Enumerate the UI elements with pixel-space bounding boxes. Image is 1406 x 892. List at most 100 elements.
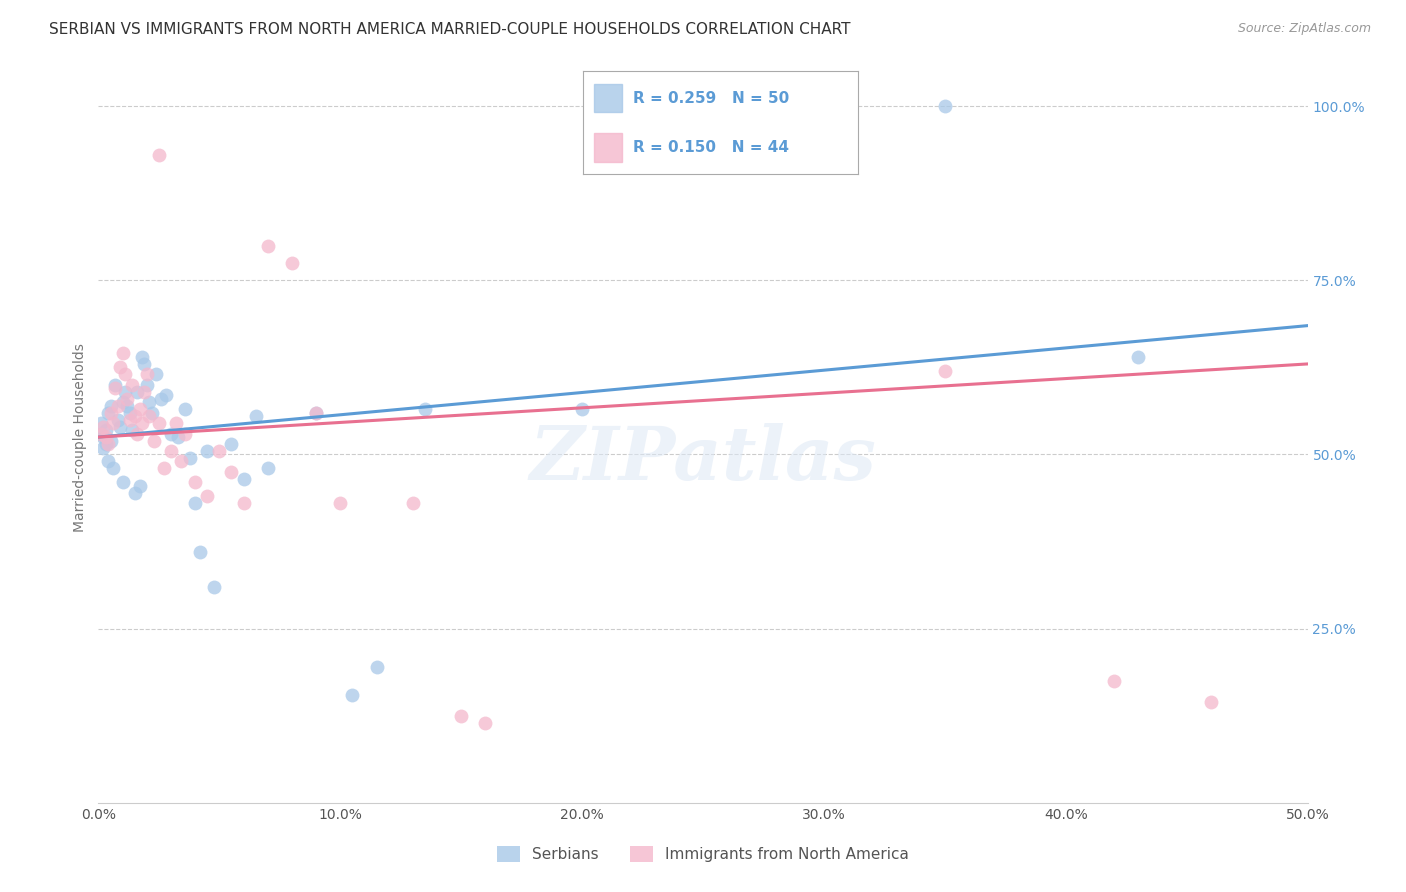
Point: [160, 426, 183, 441]
Point: [104, 377, 127, 392]
Text: R = 0.150   N = 44: R = 0.150 N = 44: [633, 140, 789, 155]
Point: [934, 99, 956, 113]
Point: [571, 402, 593, 417]
Point: [1102, 673, 1125, 688]
Point: [94, 430, 117, 444]
Point: [1128, 350, 1150, 364]
Point: [114, 384, 136, 399]
Point: [221, 465, 243, 479]
Point: [107, 412, 129, 426]
Point: [402, 496, 425, 510]
Point: [195, 444, 218, 458]
Point: [474, 715, 496, 730]
Point: [108, 360, 131, 375]
Text: SERBIAN VS IMMIGRANTS FROM NORTH AMERICA MARRIED-COUPLE HOUSEHOLDS CORRELATION C: SERBIAN VS IMMIGRANTS FROM NORTH AMERICA…: [49, 22, 851, 37]
Point: [111, 475, 134, 490]
Point: [305, 406, 328, 420]
Point: [107, 399, 129, 413]
Point: [94, 423, 117, 437]
Point: [329, 496, 352, 510]
Point: [138, 395, 160, 409]
Point: [91, 430, 114, 444]
Point: [90, 426, 112, 441]
Point: [281, 256, 304, 270]
Point: [104, 381, 127, 395]
Point: [152, 461, 174, 475]
Point: [134, 384, 156, 399]
Point: [256, 238, 278, 252]
Point: [184, 475, 207, 490]
Point: [101, 416, 124, 430]
Point: [167, 430, 190, 444]
Point: [208, 444, 231, 458]
Point: [91, 419, 114, 434]
Point: [121, 377, 143, 392]
Point: [131, 416, 153, 430]
Point: [90, 416, 112, 430]
Point: [1199, 695, 1222, 709]
Point: [155, 388, 177, 402]
Y-axis label: Married-couple Households: Married-couple Households: [73, 343, 87, 532]
Point: [143, 434, 166, 448]
Point: [195, 489, 218, 503]
Point: [97, 454, 120, 468]
Point: [305, 406, 328, 420]
Point: [169, 454, 191, 468]
Point: [117, 392, 139, 406]
Point: [111, 395, 134, 409]
Point: [100, 434, 122, 448]
Point: [221, 437, 243, 451]
Point: [148, 148, 170, 162]
Point: [165, 416, 187, 430]
Point: [150, 392, 173, 406]
Bar: [595, 133, 621, 161]
Point: [245, 409, 267, 424]
Point: [94, 437, 117, 451]
Point: [111, 346, 134, 360]
Point: [131, 350, 153, 364]
Point: [160, 444, 183, 458]
Point: [232, 496, 254, 510]
Point: [127, 384, 149, 399]
Point: [134, 357, 156, 371]
Point: [413, 402, 436, 417]
Point: [121, 423, 143, 437]
Point: [124, 485, 146, 500]
Point: [174, 402, 197, 417]
Bar: [595, 84, 621, 112]
Point: [100, 406, 122, 420]
Point: [124, 409, 146, 424]
Point: [91, 441, 114, 455]
Point: [117, 399, 139, 413]
Point: [127, 426, 149, 441]
Point: [256, 461, 278, 475]
Text: R = 0.259   N = 50: R = 0.259 N = 50: [633, 90, 789, 105]
Point: [184, 496, 207, 510]
Point: [128, 479, 150, 493]
Point: [179, 450, 201, 465]
Legend: Serbians, Immigrants from North America: Serbians, Immigrants from North America: [491, 840, 915, 868]
Point: [100, 399, 122, 413]
Point: [141, 406, 163, 420]
Point: [342, 688, 364, 702]
Point: [174, 426, 197, 441]
Point: [204, 580, 226, 594]
Point: [108, 419, 131, 434]
Point: [232, 472, 254, 486]
Point: [118, 406, 141, 420]
Point: [148, 416, 170, 430]
Point: [128, 402, 150, 417]
Point: [450, 708, 472, 723]
Point: [135, 368, 157, 382]
Point: [145, 368, 167, 382]
Point: [138, 409, 160, 424]
Point: [135, 377, 157, 392]
Point: [90, 426, 112, 441]
Point: [934, 364, 956, 378]
Point: [101, 461, 124, 475]
Point: [366, 660, 388, 674]
Point: [188, 545, 211, 559]
Point: [97, 406, 120, 420]
Point: [97, 437, 120, 451]
Text: ZIPatlas: ZIPatlas: [530, 423, 876, 495]
